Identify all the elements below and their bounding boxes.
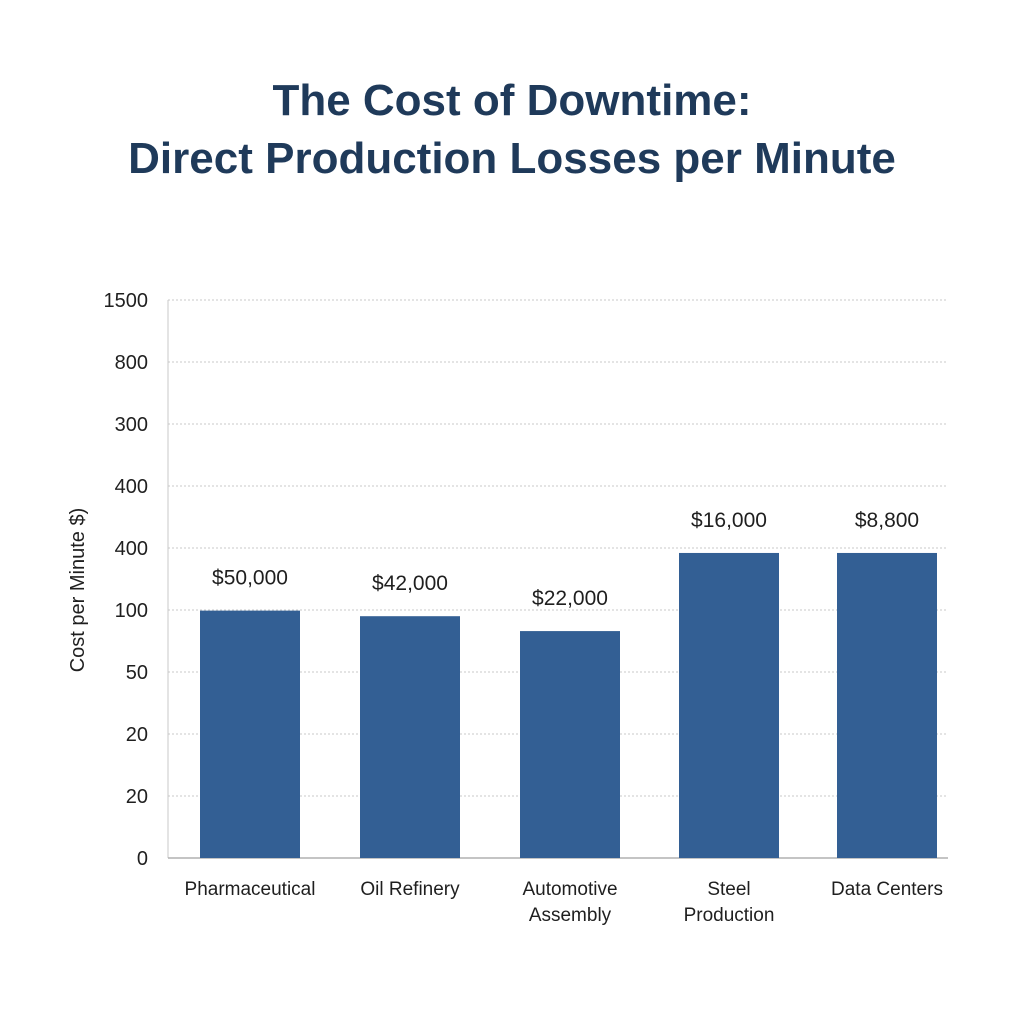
- bar-value-label: $50,000: [212, 567, 288, 590]
- y-tick-label: 20: [126, 786, 148, 808]
- y-tick-label: 400: [115, 538, 148, 560]
- bar: [200, 610, 300, 858]
- x-axis-categories: Pharmaceutical Oil Refinery Automotive Asse…: [185, 879, 943, 926]
- y-tick-label: 0: [137, 848, 148, 870]
- chart-title-line-1: The Cost of Downtime:: [272, 76, 752, 125]
- bar: [520, 631, 620, 858]
- chart-title-line-2: Direct Production Losses per Minute: [128, 134, 896, 183]
- y-tick-label: 50: [126, 662, 148, 684]
- x-category-label: Steel Production: [684, 879, 775, 926]
- x-category-label: Automotive Assembly: [522, 879, 617, 926]
- x-category-label: Oil Refinery: [360, 879, 460, 900]
- bar-value-label: $42,000: [372, 572, 448, 595]
- chart-title: The Cost of Downtime: Direct Production …: [0, 72, 1024, 188]
- bar: [837, 552, 937, 858]
- y-tick-label: 1500: [104, 290, 149, 312]
- bars: [200, 552, 937, 858]
- y-axis-ticks: 1500 800 300 400 400 100 50 20 20 0: [104, 290, 149, 870]
- y-tick-label: 100: [115, 600, 148, 622]
- x-category-label: Data Centers: [831, 879, 943, 900]
- bar: [360, 616, 460, 858]
- y-tick-label: 300: [115, 414, 148, 436]
- x-category-label: Pharmaceutical: [185, 879, 316, 900]
- y-tick-label: 20: [126, 724, 148, 746]
- y-tick-label: 400: [115, 476, 148, 498]
- bar: [679, 552, 779, 858]
- bar-value-label: $16,000: [691, 509, 767, 532]
- y-tick-label: 800: [115, 352, 148, 374]
- bar-value-label: $8,800: [855, 509, 919, 532]
- y-axis-title: Cost per Minute $): [67, 508, 89, 673]
- data-labels: $50,000 $42,000 $22,000 $16,000 $8,800: [212, 509, 919, 610]
- bar-value-label: $22,000: [532, 587, 608, 610]
